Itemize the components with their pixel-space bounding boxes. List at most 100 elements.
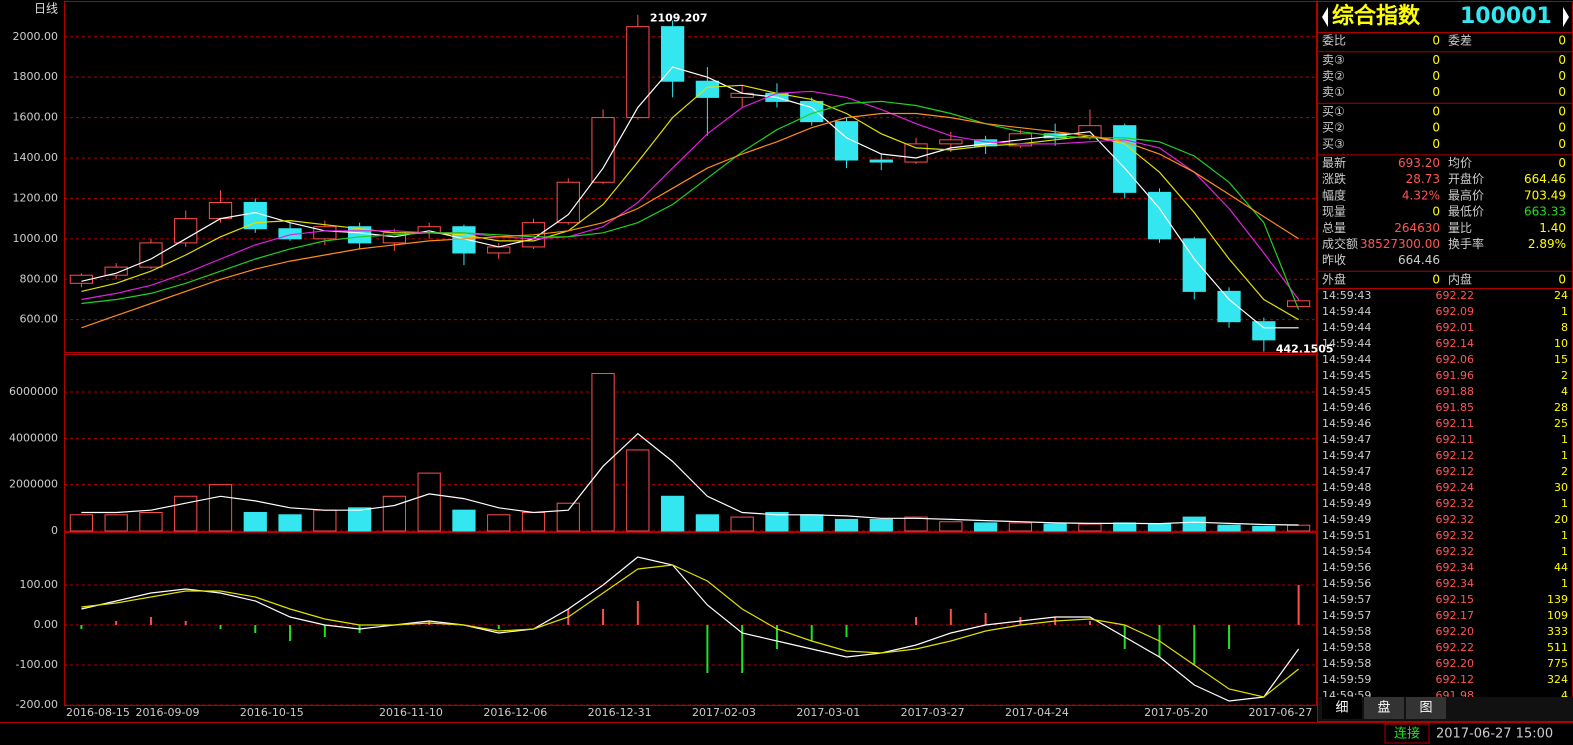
field-value: 703.49 bbox=[1524, 188, 1566, 202]
tick-time: 14:59:56 bbox=[1322, 561, 1371, 574]
field-value: 0 bbox=[1558, 156, 1566, 170]
volume-bar bbox=[452, 509, 476, 532]
tick-volume: 1 bbox=[1561, 529, 1568, 542]
field-label: 均价 bbox=[1448, 156, 1472, 170]
volume-bar bbox=[69, 514, 94, 532]
field-label: 买③ bbox=[1322, 137, 1345, 151]
tick-price: 692.24 bbox=[1436, 481, 1475, 494]
field-value: 664.46 bbox=[1398, 253, 1440, 267]
candle-body bbox=[1217, 290, 1241, 323]
candle-body bbox=[1147, 191, 1172, 240]
tick-time: 14:59:44 bbox=[1322, 321, 1371, 334]
volume-bar bbox=[1008, 522, 1033, 532]
tick-time: 14:59:44 bbox=[1322, 337, 1371, 350]
volume-bar bbox=[382, 495, 407, 532]
x-tick-label: 2017-06-27 bbox=[1248, 706, 1312, 719]
field-value: 0 bbox=[1558, 85, 1566, 99]
arrow-left bbox=[1322, 7, 1328, 27]
tick-price: 692.12 bbox=[1436, 673, 1475, 686]
y-tick-label: 0.00 bbox=[34, 618, 59, 631]
volume-bar bbox=[313, 509, 337, 532]
volume-bar bbox=[1113, 522, 1137, 532]
tick-volume: 2 bbox=[1561, 465, 1568, 478]
macd-bar bbox=[289, 625, 292, 641]
x-tick-label: 2016-08-15 bbox=[66, 706, 130, 719]
field-value: 0 bbox=[1432, 53, 1440, 67]
y-tick-label: 1200.00 bbox=[13, 191, 59, 204]
x-tick-label: 2016-12-06 bbox=[483, 706, 547, 719]
field-label: 涨跌 bbox=[1322, 171, 1346, 186]
ma-line bbox=[81, 90, 1300, 301]
status-connection: 连接 bbox=[1394, 726, 1420, 742]
tick-volume: 2 bbox=[1561, 369, 1568, 382]
y-tick-label: 2000000 bbox=[9, 478, 58, 491]
y-tick-label: 2000.00 bbox=[13, 30, 59, 43]
tick-price: 691.85 bbox=[1436, 401, 1475, 414]
tick-time: 14:59:45 bbox=[1322, 385, 1371, 398]
x-tick-label: 2016-11-10 bbox=[379, 706, 443, 719]
tick-volume: 8 bbox=[1561, 321, 1568, 334]
tick-time: 14:59:54 bbox=[1322, 545, 1371, 558]
field-label: 昨收 bbox=[1322, 253, 1346, 267]
candle-body bbox=[556, 181, 580, 224]
tick-volume: 1 bbox=[1561, 449, 1568, 462]
tick-time: 14:59:44 bbox=[1322, 305, 1371, 318]
volume-bar bbox=[626, 449, 650, 532]
volume-bar bbox=[869, 518, 893, 532]
tab[interactable] bbox=[1364, 697, 1404, 719]
macd-bar bbox=[497, 625, 500, 629]
field-label: 开盘价 bbox=[1448, 171, 1484, 186]
candle-body bbox=[591, 117, 615, 183]
tab-label[interactable]: 细 bbox=[1335, 701, 1348, 716]
tab-label[interactable]: 图 bbox=[1419, 701, 1432, 716]
field-value: 0 bbox=[1558, 104, 1566, 118]
tick-volume: 511 bbox=[1547, 641, 1568, 654]
tab[interactable] bbox=[1406, 697, 1446, 719]
macd-bar bbox=[1228, 625, 1231, 649]
x-tick-label: 2017-04-24 bbox=[1005, 706, 1069, 719]
field-label: 换手率 bbox=[1448, 236, 1484, 251]
field-label: 成交额 bbox=[1322, 236, 1358, 251]
volume-bar bbox=[1286, 524, 1311, 532]
price-pane bbox=[64, 1, 1317, 353]
candle-body bbox=[1252, 321, 1276, 341]
volume-bar bbox=[487, 514, 511, 532]
tick-time: 14:59:57 bbox=[1322, 593, 1371, 606]
macd-bar bbox=[602, 609, 605, 625]
tick-volume: 10 bbox=[1554, 337, 1568, 350]
ma-line bbox=[81, 112, 1299, 329]
volume-bar bbox=[278, 514, 302, 532]
candle-body bbox=[104, 266, 128, 276]
tab-label[interactable]: 盘 bbox=[1377, 700, 1390, 716]
volume-bar bbox=[730, 516, 754, 532]
candle-body bbox=[174, 218, 198, 244]
tick-volume: 28 bbox=[1554, 401, 1568, 414]
volume-bar bbox=[556, 502, 580, 532]
volume-bar bbox=[904, 516, 928, 532]
volume-bar bbox=[208, 484, 233, 532]
x-tick-label: 2016-09-09 bbox=[136, 706, 200, 719]
tick-price: 691.96 bbox=[1436, 369, 1475, 382]
tick-time: 14:59:58 bbox=[1322, 657, 1371, 670]
field-value: 693.20 bbox=[1398, 156, 1440, 170]
volume-bar bbox=[660, 495, 685, 532]
tick-volume: 333 bbox=[1547, 625, 1568, 638]
tick-price: 692.17 bbox=[1436, 609, 1475, 622]
tab[interactable] bbox=[1322, 697, 1362, 719]
field-label: 幅度 bbox=[1322, 187, 1346, 202]
tick-price: 692.34 bbox=[1436, 577, 1475, 590]
macd-bar bbox=[219, 625, 222, 629]
macd-bar bbox=[323, 625, 326, 637]
volume-bar bbox=[347, 507, 372, 532]
tick-volume: 20 bbox=[1554, 513, 1568, 526]
y-tick-label: 1800.00 bbox=[13, 70, 59, 83]
candle-body bbox=[1182, 238, 1206, 292]
tick-volume: 1 bbox=[1561, 577, 1568, 590]
macd-bar bbox=[149, 617, 152, 625]
tick-time: 14:59:43 bbox=[1322, 289, 1371, 302]
candle-body bbox=[939, 139, 963, 145]
tick-price: 692.11 bbox=[1436, 417, 1475, 430]
arrow-right bbox=[1563, 7, 1569, 27]
field-label: 量比 bbox=[1448, 221, 1472, 235]
